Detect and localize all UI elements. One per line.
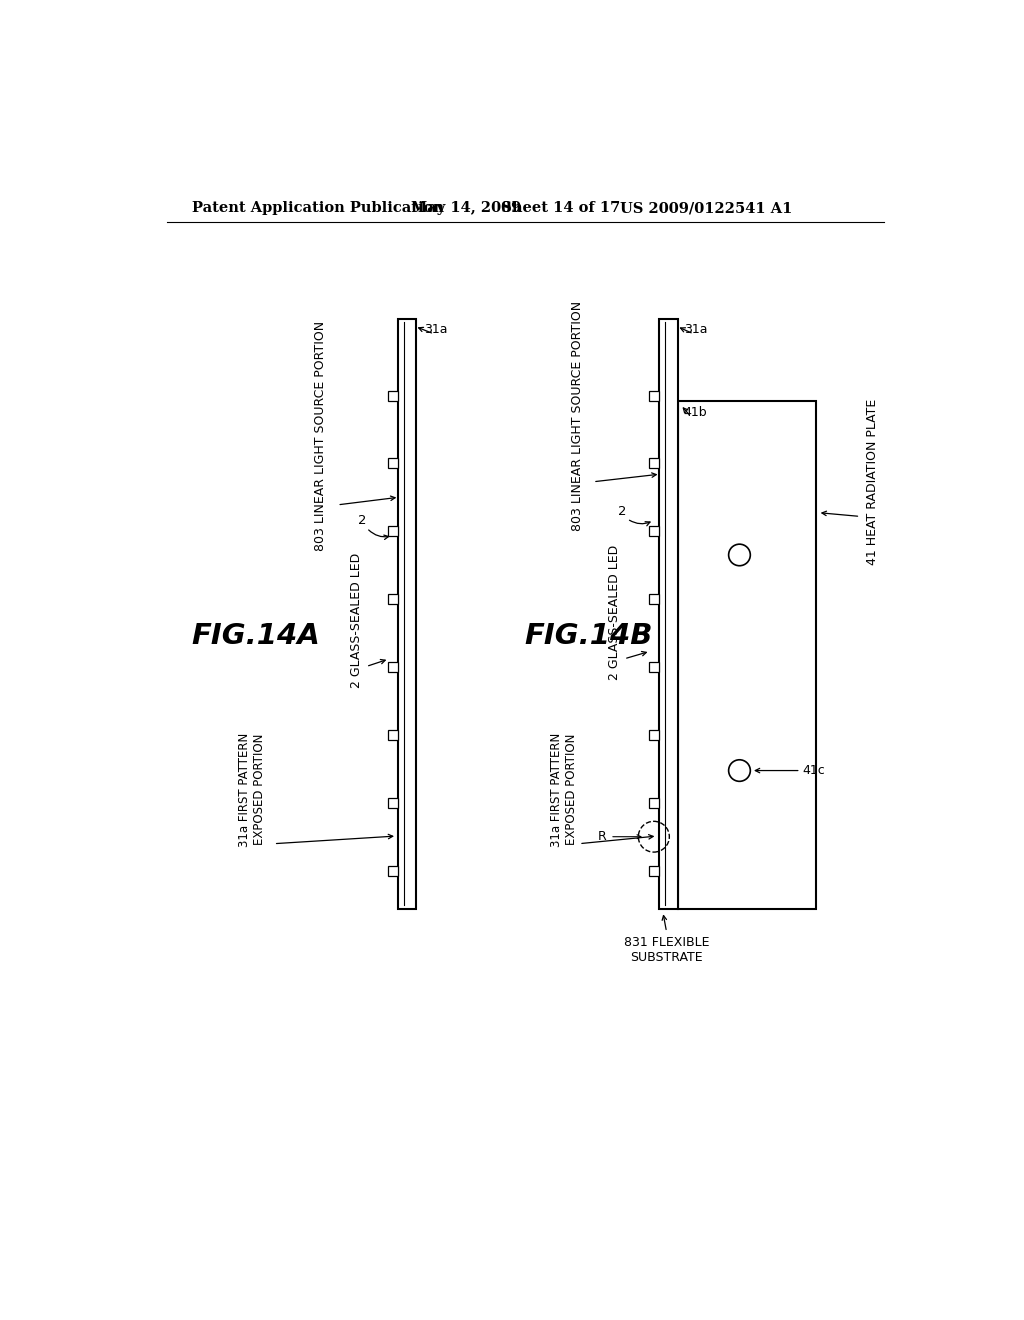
Text: 41c: 41c: [802, 764, 825, 777]
Bar: [388, 527, 397, 536]
Text: 41b: 41b: [684, 407, 708, 418]
Circle shape: [729, 760, 751, 781]
Text: FIG.14A: FIG.14A: [191, 622, 321, 649]
Text: R: R: [598, 830, 607, 843]
Bar: [649, 527, 658, 536]
Bar: [649, 458, 658, 469]
Bar: [649, 594, 658, 605]
Bar: [388, 663, 397, 672]
Bar: [388, 730, 397, 741]
Bar: [388, 594, 397, 605]
Text: US 2009/0122541 A1: US 2009/0122541 A1: [621, 202, 793, 215]
Text: Sheet 14 of 17: Sheet 14 of 17: [490, 202, 620, 215]
Text: 803 LINEAR LIGHT SOURCE PORTION: 803 LINEAR LIGHT SOURCE PORTION: [571, 301, 584, 532]
Bar: [649, 866, 658, 875]
Text: 2 GLASS-SEALED LED: 2 GLASS-SEALED LED: [608, 545, 622, 680]
Bar: [678, 401, 816, 909]
Bar: [649, 391, 658, 400]
Bar: [388, 797, 397, 808]
Text: Patent Application Publication: Patent Application Publication: [191, 202, 443, 215]
Bar: [388, 866, 397, 875]
Text: 2: 2: [618, 504, 627, 517]
Text: 31a: 31a: [424, 323, 447, 335]
Text: 2 GLASS-SEALED LED: 2 GLASS-SEALED LED: [350, 553, 364, 688]
Text: FIG.14B: FIG.14B: [524, 622, 653, 649]
Text: 31a: 31a: [684, 323, 708, 335]
Text: 2: 2: [357, 513, 367, 527]
Text: 803 LINEAR LIGHT SOURCE PORTION: 803 LINEAR LIGHT SOURCE PORTION: [313, 321, 327, 550]
Bar: [649, 797, 658, 808]
Bar: [649, 730, 658, 741]
Bar: [658, 318, 678, 909]
Bar: [649, 663, 658, 672]
Bar: [388, 391, 397, 400]
Bar: [388, 458, 397, 469]
Bar: [397, 318, 417, 909]
Text: May 14, 2009: May 14, 2009: [411, 202, 521, 215]
Text: 31a FIRST PATTERN
EXPOSED PORTION: 31a FIRST PATTERN EXPOSED PORTION: [238, 733, 266, 847]
Text: 831 FLEXIBLE
SUBSTRATE: 831 FLEXIBLE SUBSTRATE: [624, 936, 710, 964]
Circle shape: [729, 544, 751, 566]
Text: 41 HEAT RADIATION PLATE: 41 HEAT RADIATION PLATE: [865, 399, 879, 565]
Text: 31a FIRST PATTERN
EXPOSED PORTION: 31a FIRST PATTERN EXPOSED PORTION: [550, 733, 578, 847]
